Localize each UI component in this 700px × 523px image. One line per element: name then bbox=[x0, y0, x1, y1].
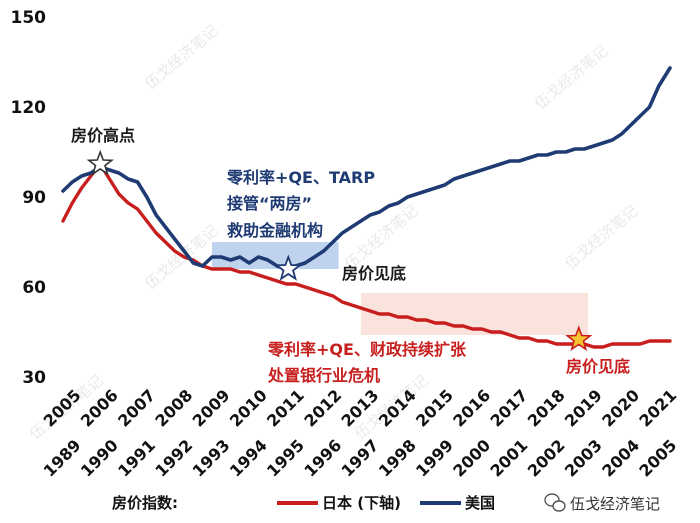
x-bottom-tick-label: 1996 bbox=[300, 436, 345, 481]
peak-label: 房价高点 bbox=[71, 126, 135, 145]
x-bottom-tick-label: 1993 bbox=[189, 436, 234, 481]
x-bottom-tick-label: 1991 bbox=[114, 436, 159, 481]
x-top-tick-label: 2007 bbox=[114, 386, 159, 431]
y-tick-label: 120 bbox=[11, 98, 47, 118]
markers bbox=[86, 149, 593, 352]
series-lines bbox=[61, 66, 672, 349]
policy-bands bbox=[211, 242, 589, 335]
x-bottom-tick-label: 2001 bbox=[487, 436, 532, 481]
jp-series-line bbox=[61, 162, 672, 349]
x-top-tick-label: 2020 bbox=[598, 386, 643, 431]
jp-policy-line-1: 零利率+QE、财政持续扩张 bbox=[267, 340, 467, 359]
jp-bottom-star-marker bbox=[565, 325, 593, 352]
x-bottom-tick-label: 2003 bbox=[561, 436, 606, 481]
us-bottom-star-marker bbox=[274, 254, 303, 281]
watermark-5: 伍戈经济笔记 bbox=[561, 201, 642, 273]
legend: 房价指数: 日本 (下轴) 美国 bbox=[112, 494, 495, 512]
x-bottom-tick-label: 2004 bbox=[598, 436, 643, 481]
watermark-2: 伍戈经济笔记 bbox=[531, 41, 612, 113]
x-bottom-tick-label: 1999 bbox=[412, 436, 457, 481]
watermark-1: 伍戈经济笔记 bbox=[141, 21, 222, 93]
x-bottom-tick-label: 1992 bbox=[151, 436, 196, 481]
x-bottom-tick-label: 2005 bbox=[635, 436, 680, 481]
jp-bottom-label: 房价见底 bbox=[566, 357, 630, 376]
x-bottom-tick-label: 1995 bbox=[263, 436, 308, 481]
x-top-tick-label: 2018 bbox=[524, 386, 569, 431]
y-tick-label: 90 bbox=[22, 188, 46, 208]
us-policy-line-1: 零利率+QE、TARP bbox=[226, 168, 375, 187]
y-axis: 30 60 90 120 150 bbox=[11, 8, 47, 388]
x-top-tick-label: 2012 bbox=[300, 386, 345, 431]
us-policy-line-3: 救助金融机构 bbox=[227, 221, 323, 240]
x-top-tick-label: 2021 bbox=[635, 386, 680, 431]
y-tick-label: 60 bbox=[22, 278, 46, 298]
legend-label-jp: 日本 (下轴) bbox=[322, 494, 401, 512]
wechat-icon bbox=[544, 493, 566, 512]
legend-label-us: 美国 bbox=[465, 494, 495, 512]
us-bottom-label: 房价见底 bbox=[342, 264, 406, 283]
jp-policy-line-2: 处置银行业危机 bbox=[267, 366, 380, 385]
source-badge: 伍戈经济笔记 bbox=[544, 493, 660, 513]
x-bottom-tick-label: 1989 bbox=[40, 436, 85, 481]
x-top-tick-label: 2008 bbox=[151, 386, 196, 431]
x-bottom-tick-label: 1990 bbox=[77, 436, 122, 481]
x-bottom-tick-label: 1998 bbox=[375, 436, 420, 481]
x-top-tick-label: 2016 bbox=[449, 386, 494, 431]
x-bottom-tick-label: 1997 bbox=[338, 436, 383, 481]
x-top-tick-label: 2009 bbox=[189, 386, 234, 431]
x-top-tick-label: 2019 bbox=[561, 386, 606, 431]
x-top-tick-label: 2017 bbox=[487, 386, 532, 431]
us-series-line bbox=[61, 66, 672, 271]
x-bottom-tick-label: 1994 bbox=[226, 436, 271, 481]
x-top-tick-label: 2010 bbox=[226, 386, 271, 431]
x-bottom-tick-label: 2002 bbox=[524, 436, 569, 481]
us-policy-line-2: 接管“两房” bbox=[227, 194, 312, 213]
peak-star-marker bbox=[86, 149, 114, 176]
source-badge-text: 伍戈经济笔记 bbox=[570, 495, 660, 513]
y-tick-label: 150 bbox=[11, 8, 47, 28]
legend-prefix: 房价指数: bbox=[112, 494, 178, 512]
x-top-tick-label: 2011 bbox=[263, 386, 308, 431]
y-tick-label: 30 bbox=[22, 368, 46, 388]
x-bottom-tick-label: 2000 bbox=[449, 436, 494, 481]
